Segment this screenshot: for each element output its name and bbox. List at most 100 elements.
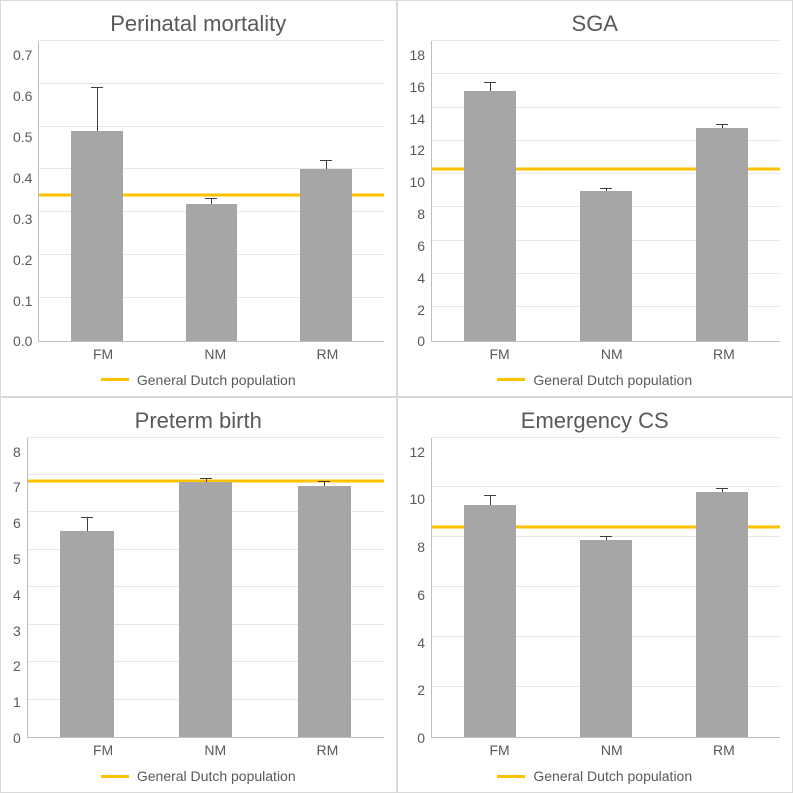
x-label: NM bbox=[556, 346, 668, 362]
bar-nm bbox=[179, 482, 232, 737]
chart-grid: Perinatal mortality 0.0 0.1 0.2 0.3 0.4 0.5 0.6… bbox=[0, 0, 793, 793]
bars-container bbox=[432, 41, 780, 341]
error-cap-top bbox=[205, 198, 217, 199]
panel-sga: SGA024681012141618FMNMRMGeneral Dutch po… bbox=[397, 0, 793, 397]
legend: General Dutch population bbox=[410, 768, 781, 784]
legend-swatch bbox=[497, 775, 525, 778]
legend: General Dutch population bbox=[13, 768, 384, 784]
plot-region bbox=[27, 438, 384, 739]
x-label: RM bbox=[271, 346, 383, 362]
bar-slot bbox=[154, 41, 269, 341]
x-label: RM bbox=[668, 346, 780, 362]
panel-title: Perinatal mortality bbox=[13, 11, 384, 37]
y-axis: 024681012141618 bbox=[410, 41, 432, 342]
plot-region bbox=[431, 438, 780, 739]
y-tick: 0.2 bbox=[13, 253, 32, 267]
x-label: RM bbox=[668, 742, 780, 758]
x-axis: FMNMRM bbox=[47, 742, 384, 758]
y-tick: 10 bbox=[410, 175, 426, 189]
y-tick: 4 bbox=[13, 588, 21, 602]
y-tick: 0.4 bbox=[13, 171, 32, 185]
y-axis: 012345678 bbox=[13, 438, 27, 739]
x-label: NM bbox=[159, 742, 271, 758]
legend-label: General Dutch population bbox=[137, 768, 296, 784]
chart-area: 024681012 bbox=[410, 438, 781, 739]
y-tick: 12 bbox=[410, 143, 426, 157]
y-tick: 0.3 bbox=[13, 212, 32, 226]
y-tick: 0 bbox=[417, 334, 425, 348]
x-axis: FMNMRM bbox=[444, 742, 781, 758]
plot-region bbox=[38, 41, 383, 342]
error-cap-top bbox=[484, 495, 496, 496]
panel-emergency-cs: Emergency CS024681012FMNMRMGeneral Dutch… bbox=[397, 397, 793, 793]
y-tick: 12 bbox=[410, 445, 426, 459]
y-tick: 0.7 bbox=[13, 48, 32, 62]
x-label: NM bbox=[556, 742, 668, 758]
y-tick: 6 bbox=[13, 516, 21, 530]
legend-label: General Dutch population bbox=[533, 372, 692, 388]
y-tick: 8 bbox=[13, 445, 21, 459]
error-cap-top bbox=[484, 82, 496, 83]
bar-rm bbox=[298, 486, 351, 737]
x-axis: FMNMRM bbox=[47, 346, 384, 362]
y-tick: 10 bbox=[410, 492, 426, 506]
error-cap-top bbox=[200, 478, 212, 479]
error-cap-top bbox=[600, 188, 612, 189]
y-tick: 1 bbox=[13, 695, 21, 709]
x-label: NM bbox=[159, 346, 271, 362]
bar-rm bbox=[696, 128, 748, 341]
x-label: FM bbox=[47, 346, 159, 362]
bar-slot bbox=[548, 41, 664, 341]
bar-nm bbox=[186, 204, 238, 341]
bar-fm bbox=[71, 131, 123, 341]
y-tick: 18 bbox=[410, 48, 426, 62]
y-axis: 0.00.10.20.30.40.50.60.7 bbox=[13, 41, 38, 342]
y-tick: 3 bbox=[13, 624, 21, 638]
y-tick: 0.1 bbox=[13, 294, 32, 308]
chart-area: 0.00.10.20.30.40.50.60.7 bbox=[13, 41, 384, 342]
error-cap-top bbox=[91, 87, 103, 88]
y-tick: 4 bbox=[417, 271, 425, 285]
y-tick: 0.0 bbox=[13, 334, 32, 348]
bar-slot bbox=[664, 41, 780, 341]
error-cap-top bbox=[81, 517, 93, 518]
y-tick: 2 bbox=[417, 303, 425, 317]
legend: General Dutch population bbox=[13, 372, 384, 388]
y-tick: 0 bbox=[13, 731, 21, 745]
panel-preterm: Preterm birth012345678FMNMRMGeneral Dutc… bbox=[0, 397, 397, 793]
x-label: FM bbox=[444, 346, 556, 362]
bar-slot bbox=[28, 438, 147, 738]
bars-container bbox=[432, 438, 780, 738]
error-cap-top bbox=[716, 488, 728, 489]
x-axis: FMNMRM bbox=[444, 346, 781, 362]
y-tick: 6 bbox=[417, 588, 425, 602]
x-label: FM bbox=[444, 742, 556, 758]
y-tick: 14 bbox=[410, 112, 426, 126]
bar-fm bbox=[60, 531, 113, 737]
y-tick: 7 bbox=[13, 480, 21, 494]
error-cap-top bbox=[600, 536, 612, 537]
legend-label: General Dutch population bbox=[137, 372, 296, 388]
error-cap-top bbox=[716, 124, 728, 125]
y-tick: 0.6 bbox=[13, 89, 32, 103]
panel-perinatal: Perinatal mortality 0.0 0.1 0.2 0.3 0.4 0.5 0.6… bbox=[0, 0, 397, 397]
legend: General Dutch population bbox=[410, 372, 781, 388]
y-tick: 8 bbox=[417, 207, 425, 221]
y-tick: 5 bbox=[13, 552, 21, 566]
y-tick: 0.5 bbox=[13, 130, 32, 144]
x-label: RM bbox=[271, 742, 383, 758]
bars-container bbox=[39, 41, 383, 341]
legend-swatch bbox=[497, 378, 525, 381]
bar-nm bbox=[580, 191, 632, 341]
panel-title: Preterm birth bbox=[13, 408, 384, 434]
bar-slot bbox=[265, 438, 384, 738]
bar-slot bbox=[432, 438, 548, 738]
bar-slot bbox=[146, 438, 265, 738]
bar-fm bbox=[464, 91, 516, 341]
y-tick: 16 bbox=[410, 80, 426, 94]
y-tick: 6 bbox=[417, 239, 425, 253]
y-axis: 024681012 bbox=[410, 438, 432, 739]
panel-title: Emergency CS bbox=[410, 408, 781, 434]
chart-area: 012345678 bbox=[13, 438, 384, 739]
bar-slot bbox=[664, 438, 780, 738]
